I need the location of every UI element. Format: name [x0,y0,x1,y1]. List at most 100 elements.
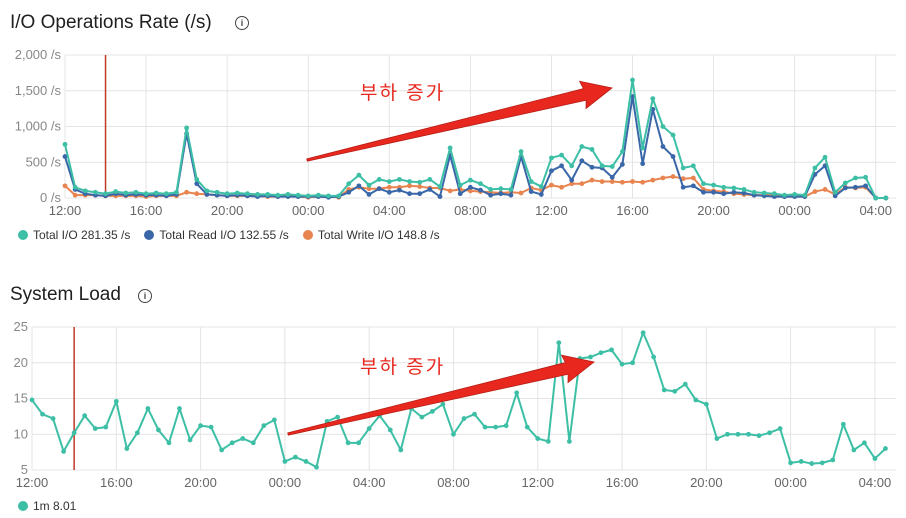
data-point [398,447,404,453]
data-point [863,174,868,180]
legend-swatch [302,230,313,240]
x-tick-label: 12:00 [16,475,49,490]
data-point [417,191,423,197]
data-point [346,189,352,195]
load-chart: 5 10 15 20 25 12:00 16:00 20:00 00:00 04:00 08:00 1… [14,319,896,490]
data-point [275,192,281,198]
data-point [842,185,848,191]
data-point [598,350,604,356]
x-tick-label: 04:00 [859,475,892,490]
data-point [194,191,200,197]
legend-item[interactable]: 1m 8.01 [18,499,76,513]
data-point [863,183,868,189]
data-point [184,125,190,131]
data-point [672,388,678,394]
data-point [366,192,372,197]
data-point [599,179,605,184]
data-point [194,177,200,182]
data-point [366,426,372,431]
data-point [429,408,435,414]
data-point [535,436,541,441]
data-point [853,175,858,181]
x-tick-label: 12:00 [535,203,568,218]
data-point [725,431,730,437]
legend-swatch [18,230,28,240]
legend-item[interactable]: Total I/O 281.35 /s [18,228,130,242]
data-point [245,191,250,197]
data-point [619,149,625,154]
data-point [751,189,757,195]
data-point [559,184,564,190]
data-point [366,182,372,188]
y-tick-label: 25 [14,319,28,334]
load-panel-title: System Load [10,284,121,305]
y-tick-label: 0 /s [40,190,61,205]
x-tick-label: 16:00 [100,475,133,490]
data-point [482,424,488,430]
y-tick-label: 500 /s [26,154,62,169]
data-point [714,436,720,441]
data-point [640,161,646,167]
data-point [767,430,772,436]
data-point [153,190,159,196]
data-point [255,192,260,197]
data-point [467,188,473,194]
data-point [82,413,88,419]
data-point [690,183,696,189]
legend-swatch [144,230,155,240]
data-point [198,423,203,429]
info-icon[interactable]: i [235,16,249,30]
data-point [40,411,45,417]
data-point [559,152,564,158]
data-point [788,460,794,466]
data-point [427,187,433,192]
data-point [488,192,494,198]
data-point [822,187,828,192]
data-point [437,184,443,189]
data-point [842,180,848,186]
data-point [72,192,78,198]
data-point [478,187,483,193]
data-point [61,449,67,454]
data-point [701,181,706,187]
data-point [356,172,362,178]
data-point [133,189,139,195]
legend-item[interactable]: Total Write I/O 148.8 /s [302,228,440,242]
data-point [214,189,220,195]
data-point [690,175,696,181]
data-point [670,174,676,179]
data-point [467,184,473,190]
y-tick-label: 5 [21,462,28,477]
data-point [771,191,777,197]
data-point [204,188,210,194]
data-point [177,406,182,411]
data-point [761,190,767,196]
data-point [549,168,554,174]
data-point [746,431,751,437]
data-point [92,426,98,431]
data-point [407,179,412,184]
data-point [417,179,423,185]
data-point [293,454,298,460]
data-point [792,192,798,197]
data-point [417,184,423,189]
info-icon[interactable]: i [138,289,152,303]
data-point [194,181,200,187]
data-point [840,421,846,427]
data-point [514,390,520,396]
data-point [883,195,889,201]
data-point [711,189,716,195]
data-point [735,431,741,437]
data-point [538,192,544,197]
legend-swatch [18,501,28,511]
data-point [853,184,858,190]
x-tick-label: 04:00 [353,475,386,490]
data-point [240,436,246,441]
data-point [82,188,88,194]
data-point [872,456,878,461]
legend-item[interactable]: Total Read I/O 132.55 /s [144,228,289,242]
data-point [619,361,625,367]
data-point [508,192,514,198]
data-point [680,176,686,182]
data-point [326,193,331,199]
